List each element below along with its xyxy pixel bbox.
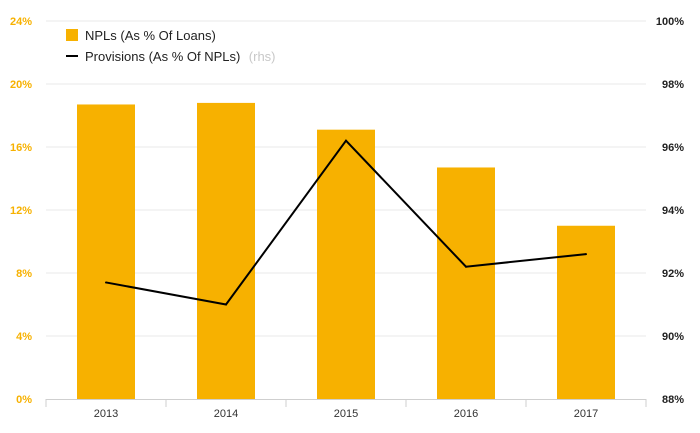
y-right-tick-label: 90% — [662, 331, 684, 343]
legend-swatch-npls — [66, 29, 78, 41]
y-right-tick-label: 96% — [662, 142, 684, 154]
y-right-tick-label: 98% — [662, 79, 684, 91]
bar-npl — [557, 225, 615, 399]
provisions-line-group — [105, 139, 587, 306]
y-left-tick-label: 4% — [16, 331, 32, 343]
legend-label-provisions-name: Provisions (As % Of NPLs) — [85, 49, 240, 64]
y-right-tick-label: 92% — [662, 268, 684, 280]
bar-npl — [317, 129, 375, 400]
legend: NPLs (As % Of Loans) Provisions (As % Of… — [66, 28, 276, 65]
legend-label-provisions: Provisions (As % Of NPLs) (rhs) — [85, 48, 276, 65]
npl-bars — [77, 102, 615, 400]
legend-label-npls: NPLs (As % Of Loans) — [85, 28, 216, 43]
y-left-tick-label: 20% — [10, 79, 32, 91]
x-tick-label: 2015 — [334, 408, 358, 420]
axes: 0% 4% 8% 12% 16% 20% 24% 88% 90% 92% 94% 96% 98% 100%… — [10, 16, 684, 420]
bar-npl — [197, 102, 255, 400]
y-right-tick-label: 100% — [656, 16, 684, 28]
y-right-tick-label: 88% — [662, 394, 684, 406]
y-right-tick-label: 94% — [662, 205, 684, 217]
x-tick-label: 2013 — [94, 408, 118, 420]
bar-npl — [437, 167, 495, 399]
provisions-point — [585, 253, 587, 256]
provisions-point — [225, 303, 227, 306]
y-left-tick-label: 16% — [10, 142, 32, 154]
provisions-point — [105, 281, 107, 284]
x-tick-label: 2016 — [454, 408, 478, 420]
provisions-point — [465, 265, 467, 268]
y-left-tick-label: 8% — [16, 268, 32, 280]
y-left-tick-label: 0% — [16, 394, 32, 406]
legend-label-provisions-suffix: (rhs) — [249, 49, 276, 64]
y-left-tick-label: 12% — [10, 205, 32, 217]
provisions-point — [345, 139, 347, 142]
x-tick-label: 2014 — [214, 408, 238, 420]
bar-npl — [77, 104, 135, 399]
x-tick-label: 2017 — [574, 408, 598, 420]
y-left-tick-label: 24% — [10, 16, 32, 28]
